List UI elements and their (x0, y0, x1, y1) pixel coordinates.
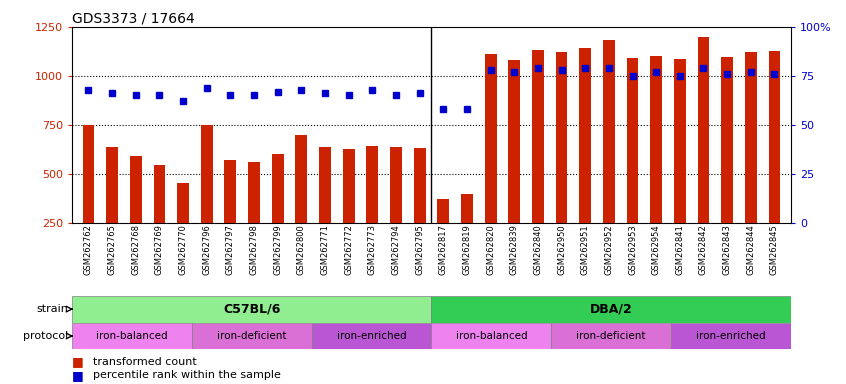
Bar (674, 59, 686, 223)
Bar (319, 147, 331, 223)
Bar (768, 51, 780, 223)
Bar (532, 50, 544, 223)
Text: iron-balanced: iron-balanced (96, 331, 168, 341)
Bar (177, 182, 189, 223)
Bar (272, 154, 283, 223)
Bar (83, 125, 95, 223)
Bar (390, 147, 402, 223)
Bar (295, 135, 307, 223)
Bar (130, 156, 141, 223)
Bar (72, 323, 192, 349)
Bar (311, 323, 431, 349)
Text: percentile rank within the sample: percentile rank within the sample (93, 370, 281, 381)
Bar (343, 149, 354, 223)
Bar (431, 296, 791, 323)
Text: iron-deficient: iron-deficient (576, 331, 646, 341)
Bar (671, 323, 791, 349)
Bar (508, 60, 520, 223)
Bar (722, 57, 733, 223)
Text: C57BL/6: C57BL/6 (223, 303, 280, 316)
Bar (201, 125, 212, 223)
Bar (580, 48, 591, 223)
Bar (107, 147, 118, 223)
Bar (485, 54, 497, 223)
Bar (552, 323, 671, 349)
Bar (224, 160, 236, 223)
Bar (437, 199, 449, 223)
Bar (698, 37, 710, 223)
Bar (651, 56, 662, 223)
Bar (603, 40, 615, 223)
Text: ■: ■ (72, 369, 84, 382)
Bar (366, 146, 378, 223)
Text: iron-enriched: iron-enriched (337, 331, 406, 341)
Bar (192, 323, 311, 349)
Bar (153, 165, 165, 223)
Bar (72, 296, 431, 323)
Text: iron-deficient: iron-deficient (217, 331, 287, 341)
Bar (744, 52, 756, 223)
Bar (414, 148, 426, 223)
Bar (556, 52, 568, 223)
Text: transformed count: transformed count (93, 356, 197, 367)
Text: iron-balanced: iron-balanced (456, 331, 527, 341)
Bar (248, 162, 260, 223)
Text: protocol: protocol (23, 331, 69, 341)
Text: strain: strain (36, 304, 69, 314)
Text: GDS3373 / 17664: GDS3373 / 17664 (72, 12, 195, 26)
Bar (461, 194, 473, 223)
Text: ■: ■ (72, 355, 84, 368)
Text: iron-enriched: iron-enriched (696, 331, 766, 341)
Bar (431, 323, 552, 349)
Bar (627, 58, 639, 223)
Text: DBA/2: DBA/2 (590, 303, 633, 316)
